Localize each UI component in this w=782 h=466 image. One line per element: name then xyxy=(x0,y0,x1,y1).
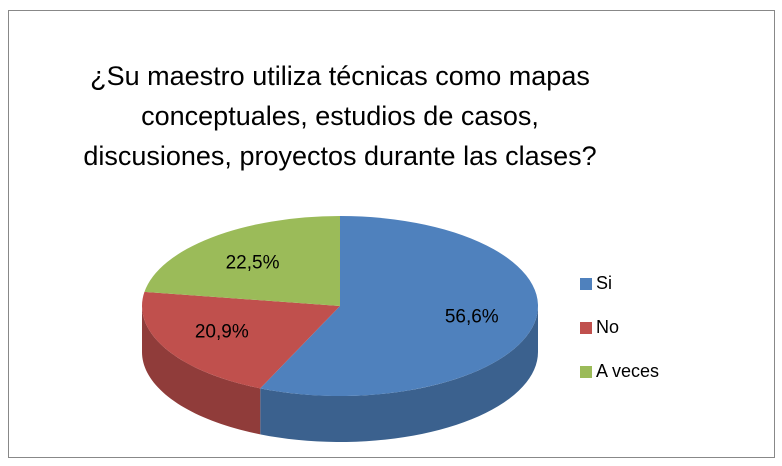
legend-swatch xyxy=(580,322,592,334)
data-label: 56,6% xyxy=(445,307,499,328)
legend-label: No xyxy=(596,317,619,337)
slice-side xyxy=(260,306,538,442)
legend-swatch xyxy=(580,278,592,290)
chart-title: conceptuales, estudios de casos, xyxy=(141,101,539,131)
legend-label: A veces xyxy=(596,361,659,381)
data-label: 22,5% xyxy=(226,253,280,274)
legend-label: Si xyxy=(596,273,612,293)
slice xyxy=(142,291,340,389)
chart-title: ¿Su maestro utiliza técnicas como mapas xyxy=(90,61,590,91)
slice-side xyxy=(142,306,261,435)
data-label: 20,9% xyxy=(195,322,249,343)
slice xyxy=(144,216,340,306)
chart-title: discusiones, proyectos durante las clase… xyxy=(83,141,596,171)
slice xyxy=(260,216,538,396)
legend-swatch xyxy=(580,366,592,378)
